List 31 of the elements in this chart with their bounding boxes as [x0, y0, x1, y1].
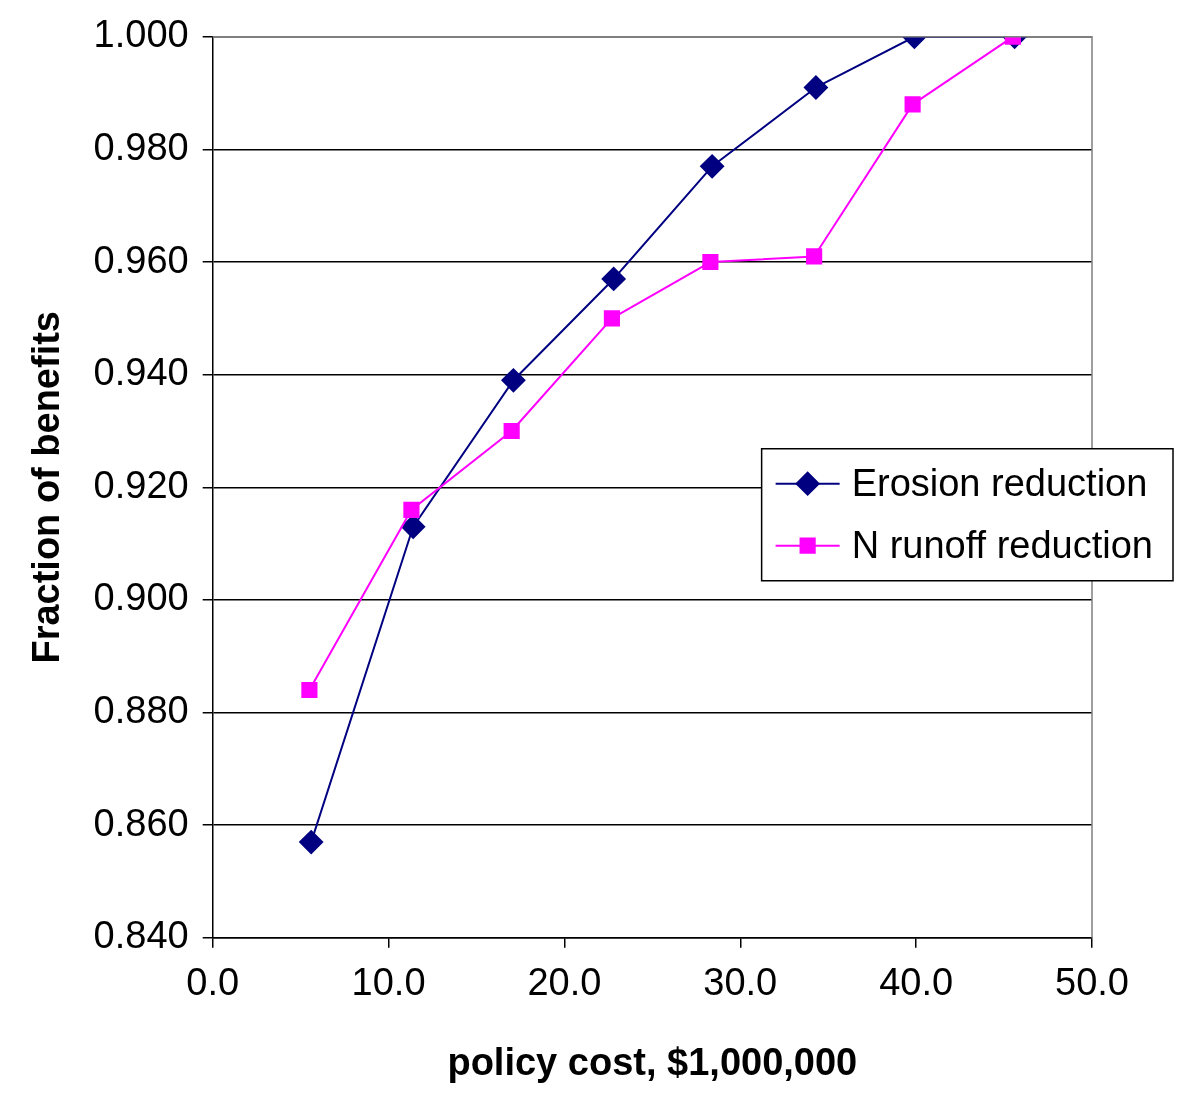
x-tick-label: 50.0 [1055, 961, 1129, 1004]
y-tick-label: 1.000 [93, 13, 189, 56]
legend-label: N runoff reduction [851, 524, 1154, 567]
x-axis-title: policy cost, $1,000,000 [447, 1040, 858, 1083]
y-axis-title: Fraction of benefits [25, 311, 68, 664]
y-tick-label: 0.940 [93, 351, 189, 394]
point [702, 253, 719, 271]
point [501, 368, 526, 393]
x-tick-label: 0.0 [186, 961, 240, 1004]
y-tick-label: 0.980 [93, 125, 189, 168]
y-tick-label: 0.960 [93, 238, 189, 281]
point [904, 96, 921, 113]
x-tick-label: 30.0 [703, 961, 778, 1004]
y-tick-label: 0.900 [93, 576, 189, 619]
point [700, 154, 725, 179]
y-tick-label: 0.880 [93, 689, 189, 732]
x-tick-label: 40.0 [879, 961, 954, 1004]
point [601, 266, 626, 291]
point [803, 75, 828, 100]
y-tick-label: 0.860 [93, 801, 189, 844]
point [603, 310, 620, 327]
x-tick-label: 20.0 [527, 961, 602, 1004]
point [301, 681, 318, 699]
x-tick-label: 10.0 [351, 961, 426, 1004]
legend-label: Erosion reduction [851, 462, 1148, 505]
y-tick-label: 0.840 [93, 914, 189, 957]
point [806, 248, 823, 265]
y-tick-label: 0.920 [93, 463, 189, 506]
point [403, 501, 420, 518]
point [503, 422, 520, 440]
point [299, 830, 324, 855]
